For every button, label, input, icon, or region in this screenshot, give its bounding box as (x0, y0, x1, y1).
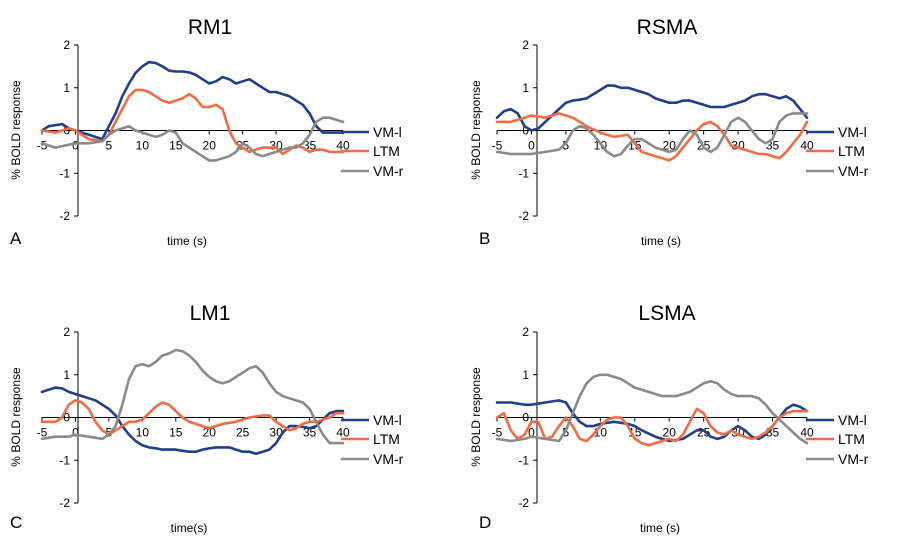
legend-label-ltm: LTM (838, 143, 865, 159)
legend-label-vm-r: VM-r (838, 451, 869, 467)
x-tick-label: 0 (528, 426, 535, 440)
x-tick-label: -5 (37, 139, 48, 153)
x-axis-label: time(s) (171, 521, 208, 535)
legend-label-vm-r: VM-r (373, 163, 404, 179)
y-tick-label: 1 (63, 368, 70, 382)
series-line-vm-l (40, 386, 345, 456)
x-tick-label: 30 (269, 139, 283, 153)
x-tick-label: 40 (800, 139, 814, 153)
series-line-ltm (40, 399, 345, 436)
y-tick-label: -2 (518, 496, 529, 510)
x-tick-label: 20 (203, 426, 217, 440)
legend-label-vm-l: VM-l (838, 124, 867, 140)
x-tick-label: 5 (563, 426, 570, 440)
y-axis-label: % BOLD response (469, 367, 483, 467)
chart-title: RSMA (637, 16, 698, 39)
x-tick-label: -5 (492, 139, 503, 153)
x-tick-label: 20 (203, 139, 217, 153)
x-tick-label: 0 (528, 139, 535, 153)
legend-label-vm-r: VM-r (838, 163, 869, 179)
series-line-vm-r (495, 112, 809, 158)
series-line-vm-l (40, 60, 345, 141)
x-tick-label: 20 (663, 426, 677, 440)
x-tick-label: 15 (169, 139, 183, 153)
x-axis-label: time (s) (640, 521, 680, 535)
y-tick-label: 0 (522, 411, 529, 425)
panel-letter: D (479, 513, 491, 532)
series-line-vm-l (495, 84, 809, 132)
y-tick-label: -1 (518, 453, 529, 467)
y-axis-label: % BOLD response (9, 80, 23, 180)
x-tick-label: 40 (336, 139, 350, 153)
legend-label-vm-r: VM-r (373, 451, 404, 467)
legend-label-ltm: LTM (373, 431, 400, 447)
y-tick-label: 2 (63, 325, 70, 339)
legend-label-vm-l: VM-l (373, 124, 402, 140)
y-tick-label: 2 (522, 325, 529, 339)
x-tick-label: 40 (800, 426, 814, 440)
series-line-vm-l (495, 399, 809, 443)
y-tick-label: 0 (63, 124, 70, 138)
x-tick-label: -5 (492, 426, 503, 440)
y-tick-label: 2 (522, 38, 529, 52)
x-tick-label: 25 (236, 426, 250, 440)
legend-label-vm-l: VM-l (373, 412, 402, 428)
y-tick-label: -2 (59, 496, 70, 510)
x-tick-label: 0 (72, 139, 79, 153)
x-tick-label: 15 (169, 426, 183, 440)
series-line-vm-r (495, 373, 809, 445)
y-tick-label: -2 (59, 209, 70, 223)
x-tick-label: 40 (336, 426, 350, 440)
y-tick-label: 2 (63, 38, 70, 52)
legend-label-vm-l: VM-l (838, 412, 867, 428)
y-tick-label: 1 (522, 81, 529, 95)
panel-letter: A (10, 229, 22, 248)
series-line-vm-r (40, 348, 345, 445)
legend-label-ltm: LTM (838, 431, 865, 447)
y-tick-label: 0 (63, 411, 70, 425)
x-tick-label: 35 (303, 426, 317, 440)
x-tick-label: 20 (663, 139, 677, 153)
y-tick-label: 1 (522, 368, 529, 382)
y-tick-label: -2 (518, 209, 529, 223)
y-tick-label: 1 (63, 81, 70, 95)
x-tick-label: 0 (72, 426, 79, 440)
y-tick-label: 0 (522, 124, 529, 138)
x-tick-label: -5 (37, 426, 48, 440)
x-tick-label: 10 (136, 139, 150, 153)
chart-title: LSMA (638, 302, 695, 325)
x-tick-label: 5 (106, 139, 113, 153)
legend-label-ltm: LTM (373, 143, 400, 159)
y-axis-label: % BOLD response (9, 367, 23, 467)
panel-letter: C (10, 513, 22, 532)
x-axis-label: time (s) (641, 234, 681, 248)
x-tick-label: 5 (563, 139, 570, 153)
x-tick-label: 10 (136, 426, 150, 440)
y-tick-label: -1 (518, 166, 529, 180)
chart-title: LM1 (190, 302, 231, 325)
series-line-vm-r (40, 116, 345, 162)
panel-letter: B (479, 229, 490, 248)
chart-title: RM1 (188, 16, 232, 39)
x-tick-label: 25 (697, 426, 711, 440)
series-line-ltm (495, 112, 809, 162)
y-tick-label: -1 (59, 166, 70, 180)
y-axis-label: % BOLD response (469, 80, 483, 180)
y-tick-label: -1 (59, 453, 70, 467)
x-axis-label: time (s) (167, 234, 207, 248)
series-line-ltm (495, 407, 809, 447)
